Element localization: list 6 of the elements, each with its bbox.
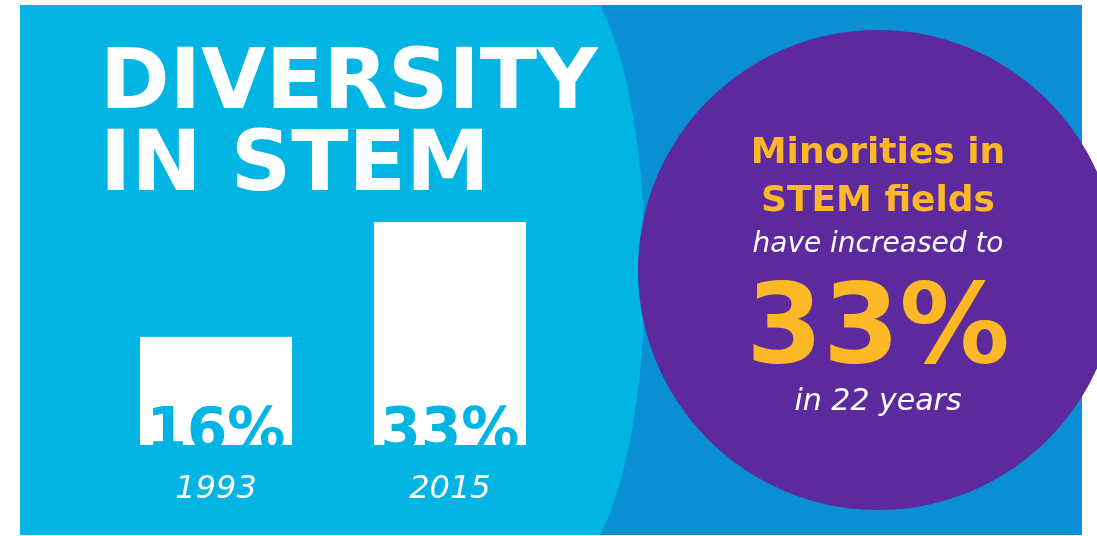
chart-title: DIVERSITY IN STEM <box>100 30 600 210</box>
x-tick-label: 2015 <box>409 468 491 506</box>
text: Minorities in <box>750 130 1006 171</box>
text: have increased to <box>752 226 1004 259</box>
text: STEM fields <box>760 178 996 219</box>
x-tick-label: 1993 <box>175 468 257 506</box>
